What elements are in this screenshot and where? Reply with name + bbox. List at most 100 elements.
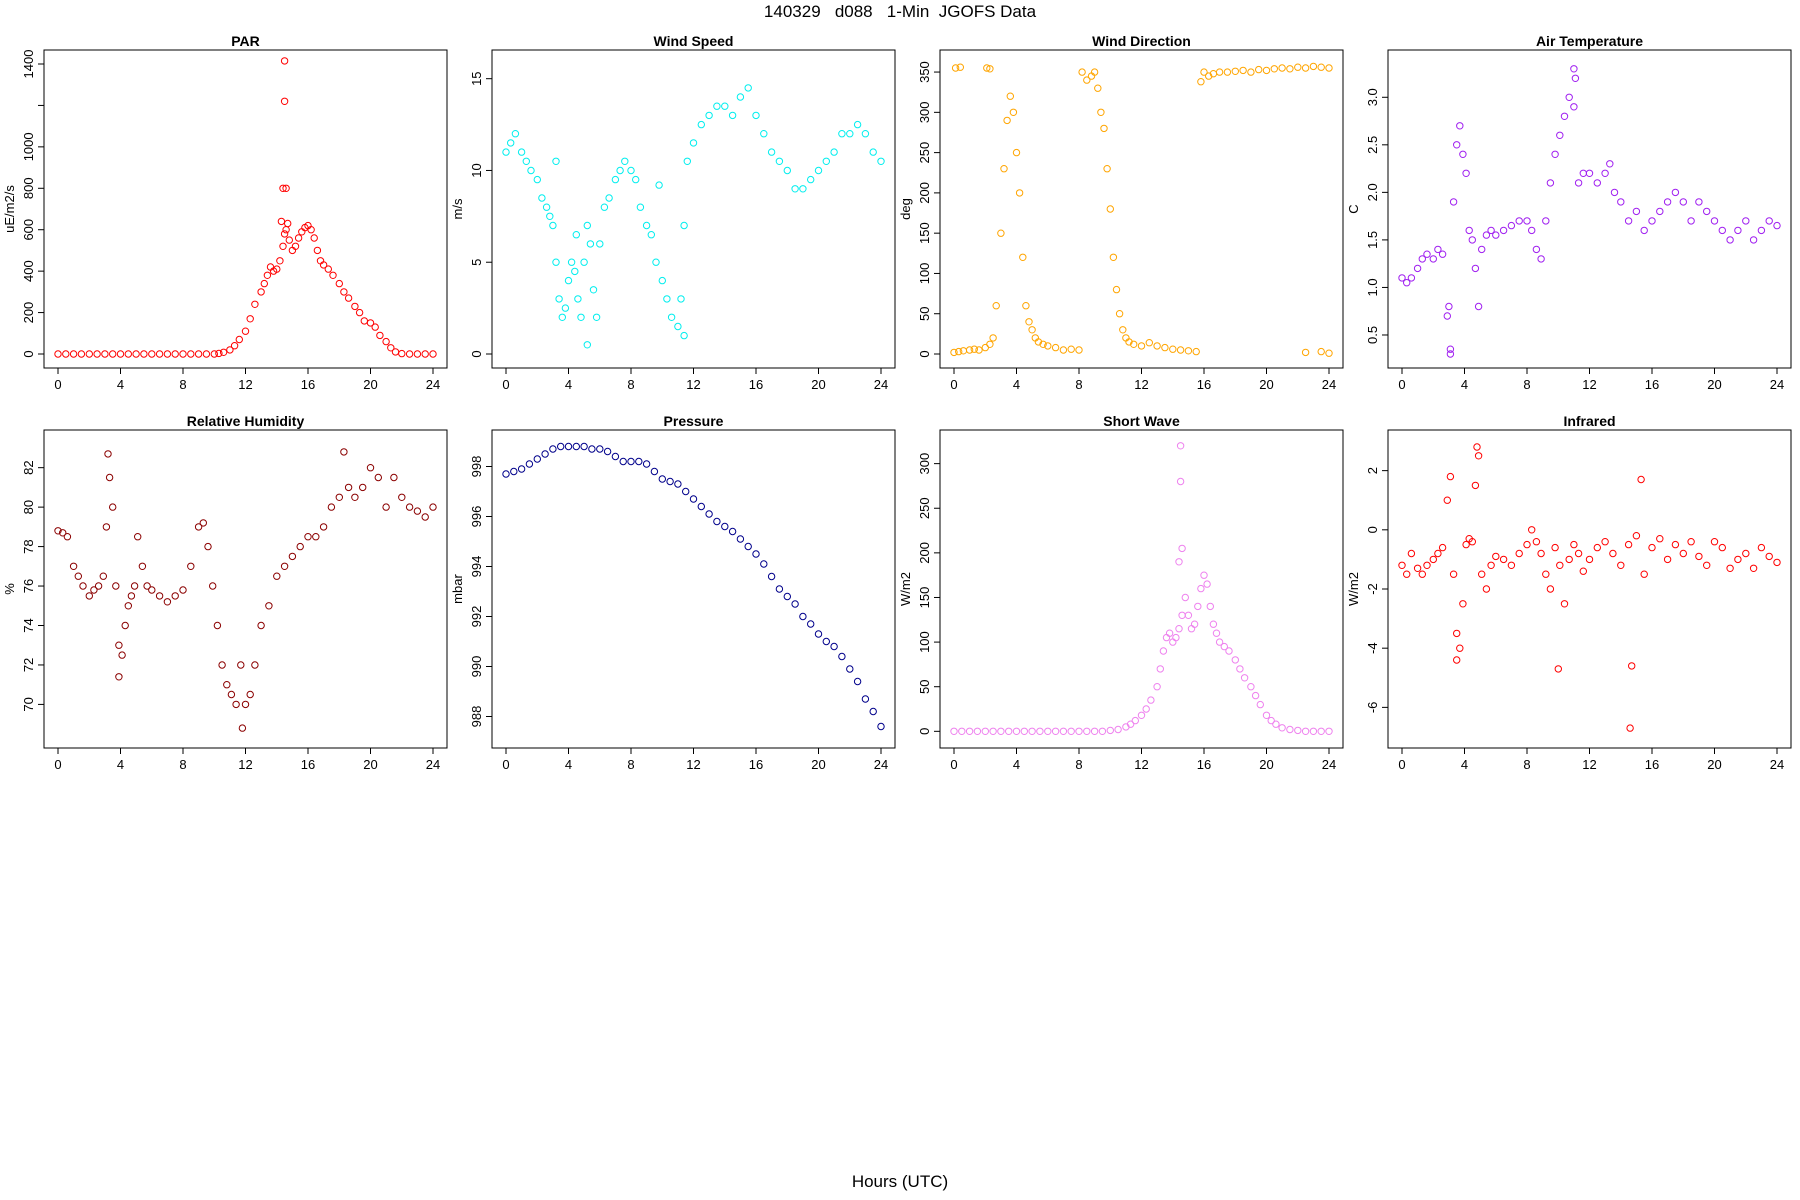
panel-air-temperature: Air Temperature C 0 4 8 12 16 20 24 0.5 1.0 1.5 2.0 2…: [1346, 33, 1792, 392]
data-point: [1579, 567, 1588, 575]
x-tick-label: 0: [950, 377, 957, 392]
data-point: [329, 271, 337, 279]
data-point: [421, 350, 429, 358]
data-point: [1083, 76, 1091, 84]
data-point: [1090, 727, 1099, 735]
data-point: [838, 652, 846, 661]
data-point: [658, 475, 666, 483]
data-point: [1223, 68, 1232, 76]
x-tick-label: 0: [54, 757, 61, 772]
panel-title: Air Temperature: [1536, 33, 1643, 49]
data-point: [1194, 602, 1202, 611]
data-point: [105, 473, 114, 482]
data-point: [564, 442, 573, 451]
data-point: [517, 465, 526, 473]
data-point: [632, 175, 640, 184]
x-tick-label: 20: [811, 757, 825, 772]
data-point: [134, 533, 142, 541]
data-point: [171, 592, 179, 600]
data-point: [99, 572, 108, 580]
y-tick-label: 0: [1365, 526, 1380, 533]
data-point: [284, 219, 292, 228]
data-point: [1203, 580, 1211, 588]
x-tick-label: 0: [502, 757, 509, 772]
data-point: [973, 727, 982, 735]
data-point: [1197, 78, 1205, 86]
data-point: [1028, 326, 1036, 334]
data-point: [251, 661, 259, 669]
data-point: [538, 194, 546, 202]
data-point: [1532, 245, 1541, 254]
x-tick-label: 24: [1770, 757, 1784, 772]
data-point: [1407, 549, 1416, 558]
data-point: [1200, 571, 1208, 579]
data-point: [138, 562, 147, 570]
data-point: [1468, 538, 1477, 546]
data-point: [187, 350, 195, 358]
x-tick-label: 0: [1398, 757, 1405, 772]
data-point: [1181, 593, 1190, 602]
data-point: [1570, 103, 1578, 111]
data-point: [1255, 65, 1263, 74]
data-point: [59, 529, 67, 537]
y-tick-label: 800: [21, 177, 36, 199]
data-point: [950, 348, 958, 357]
data-point: [1459, 150, 1467, 159]
data-point: [1184, 347, 1193, 355]
data-point: [1309, 727, 1318, 735]
data-point: [1609, 549, 1617, 558]
data-point: [1742, 217, 1750, 225]
data-point: [1176, 346, 1185, 354]
y-tick-label: 990: [469, 656, 484, 678]
x-tick-label: 20: [1259, 377, 1273, 392]
data-point: [1236, 665, 1244, 673]
data-point: [257, 621, 265, 630]
data-point: [1301, 64, 1310, 72]
data-point: [636, 203, 645, 211]
data-point: [1554, 665, 1563, 673]
data-point: [1446, 345, 1455, 353]
y-axis-label: deg: [898, 198, 913, 220]
data-point: [986, 340, 994, 348]
data-point: [351, 493, 359, 501]
data-point: [1757, 543, 1766, 552]
data-point: [791, 600, 799, 608]
data-point: [1247, 68, 1255, 76]
data-point: [1301, 348, 1310, 357]
data-point: [405, 503, 414, 511]
x-tick-label: 0: [950, 757, 957, 772]
data-point: [564, 276, 573, 285]
data-point: [627, 166, 635, 175]
data-point: [510, 467, 518, 476]
data-point: [1487, 226, 1495, 235]
data-point: [312, 533, 320, 541]
data-point: [246, 690, 254, 699]
data-point: [371, 323, 379, 331]
data-point: [1532, 538, 1541, 546]
data-point: [1015, 189, 1024, 197]
data-point: [846, 665, 854, 673]
data-point: [1601, 169, 1609, 178]
panel-infrared: Infrared W/m2 0 4 8 12 16 20 24 -6 -4 -2 0 2: [1346, 413, 1792, 772]
data-point: [132, 350, 140, 358]
data-point: [1499, 555, 1508, 564]
data-point: [241, 327, 250, 335]
data-point: [527, 166, 535, 175]
y-tick-label: -2: [1365, 583, 1380, 595]
data-point: [1492, 231, 1500, 239]
data-point: [861, 695, 870, 703]
data-point: [1317, 347, 1325, 356]
data-point: [374, 473, 382, 482]
data-point: [877, 157, 885, 166]
y-axis-label: mbar: [450, 574, 465, 604]
data-point: [148, 350, 156, 358]
data-point: [1456, 644, 1464, 652]
data-point: [853, 677, 862, 686]
data-point: [1169, 345, 1177, 353]
data-point: [1019, 253, 1027, 261]
data-point: [124, 602, 133, 610]
data-point: [667, 313, 676, 321]
x-tick-label: 12: [1582, 757, 1596, 772]
data-point: [752, 111, 760, 120]
data-point: [1044, 727, 1052, 735]
